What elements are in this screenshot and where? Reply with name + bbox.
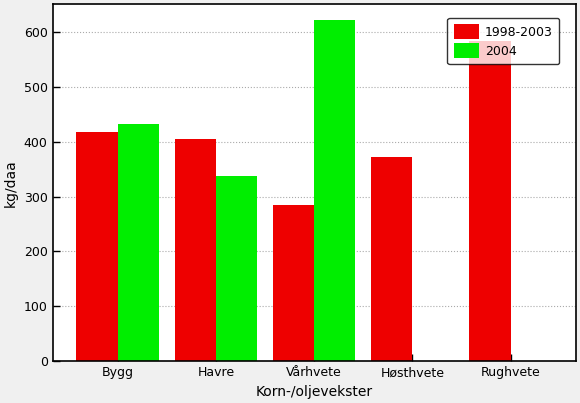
- Bar: [216, 176, 257, 361]
- Bar: [175, 139, 216, 361]
- Legend: 1998-2003, 2004: 1998-2003, 2004: [448, 18, 559, 64]
- Y-axis label: kg/daa: kg/daa: [4, 159, 18, 207]
- Bar: [77, 132, 118, 361]
- Bar: [469, 41, 511, 361]
- X-axis label: Korn-/oljevekster: Korn-/oljevekster: [256, 385, 373, 399]
- Bar: [314, 20, 356, 361]
- Bar: [273, 205, 314, 361]
- Bar: [371, 157, 412, 361]
- Bar: [118, 124, 159, 361]
